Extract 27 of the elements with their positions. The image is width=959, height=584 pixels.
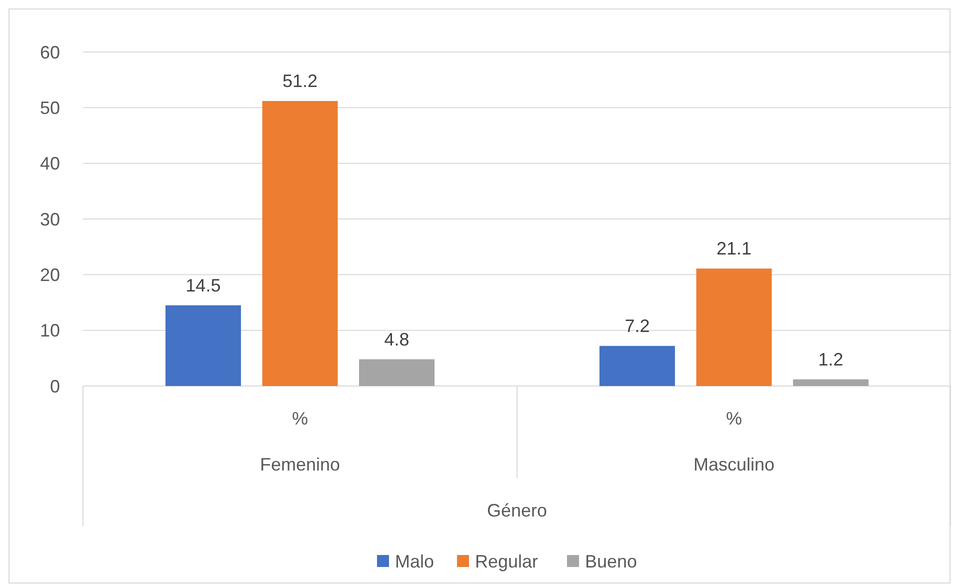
data-label: 4.8 bbox=[384, 329, 410, 350]
data-label: 21.1 bbox=[716, 238, 752, 259]
bar bbox=[359, 359, 435, 386]
bar bbox=[696, 268, 772, 386]
x-tick-label: Masculino bbox=[693, 454, 775, 474]
x-axis-title: Género bbox=[486, 500, 548, 520]
y-tick-label: 40 bbox=[40, 154, 60, 174]
legend-label: Malo bbox=[395, 551, 434, 572]
x-tick-label: Femenino bbox=[260, 454, 340, 474]
y-tick-label: 60 bbox=[40, 42, 60, 62]
bar bbox=[599, 346, 675, 386]
legend-label: Regular bbox=[475, 551, 538, 572]
bar bbox=[262, 100, 338, 386]
legend-label: Bueno bbox=[585, 551, 638, 572]
data-label: 51.2 bbox=[282, 70, 318, 91]
data-label: 7.2 bbox=[624, 316, 650, 336]
y-tick-label: 10 bbox=[40, 320, 60, 341]
y-tick-label: 50 bbox=[40, 98, 60, 118]
data-label: 14.5 bbox=[186, 275, 221, 296]
text: % bbox=[292, 408, 308, 428]
bar bbox=[793, 379, 869, 386]
bar bbox=[165, 305, 241, 386]
y-tick-label: 20 bbox=[40, 264, 60, 285]
text: % bbox=[726, 408, 742, 428]
y-tick-label: 30 bbox=[40, 209, 60, 230]
y-tick-label: 0 bbox=[50, 376, 60, 396]
data-label: 1.2 bbox=[818, 349, 844, 370]
